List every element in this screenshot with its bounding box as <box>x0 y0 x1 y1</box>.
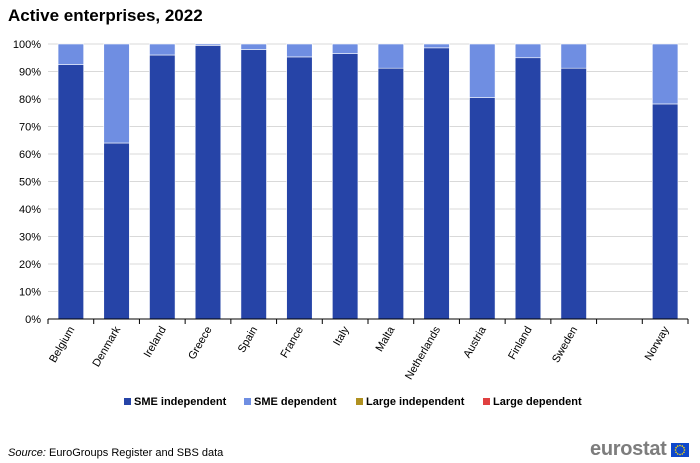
bar-segment <box>423 47 450 320</box>
bar-segment <box>194 45 222 320</box>
bar-segment <box>240 43 267 50</box>
logo-text: eurostat <box>590 438 667 460</box>
x-tick-label: Netherlands <box>403 324 443 382</box>
bar-segment <box>57 43 84 65</box>
bar-segment <box>240 49 267 320</box>
x-tick-label: Malta <box>374 324 398 354</box>
chart-title: Active enterprises, 2022 <box>8 6 203 25</box>
eurostat-logo: eurostat <box>590 438 689 461</box>
legend: SME independent SME dependent Large indepe… <box>124 396 582 408</box>
legend-swatch <box>124 398 131 405</box>
gridlines <box>48 43 688 292</box>
bar-segment <box>149 54 176 320</box>
y-tick-label: 40% <box>19 204 41 216</box>
bar-segment <box>560 67 587 320</box>
source-label: Source: <box>8 447 46 459</box>
y-tick-label: 90% <box>19 67 41 79</box>
x-tick-label: Ireland <box>142 325 169 360</box>
bar-segment <box>514 43 542 59</box>
bar-segment <box>332 53 359 320</box>
x-tick-label: Norway <box>643 324 672 363</box>
bar-segment <box>652 43 679 105</box>
legend-swatch <box>356 398 363 405</box>
bar-segment <box>57 64 84 320</box>
bar-segment <box>469 43 496 98</box>
bar-segment <box>652 103 679 320</box>
x-tick-label: Austria <box>461 324 489 360</box>
bar-segment <box>423 43 450 49</box>
x-tick-label: Spain <box>236 325 260 355</box>
bar-segment <box>560 43 587 69</box>
bar-segment <box>286 56 313 320</box>
bar-segment <box>103 43 130 144</box>
x-tick-label: Italy <box>331 324 352 348</box>
x-tick-label: Greece <box>186 325 214 362</box>
legend-swatch <box>244 398 251 405</box>
x-axis-ticks: Belgium Denmark Ireland Greece Spain France It… <box>47 318 689 382</box>
y-axis-ticks: 0% 10% 20% 30% 40% 50% 60% 70% 80% 90% 100% <box>13 39 41 326</box>
y-tick-label: 0% <box>25 314 41 326</box>
eu-flag-icon <box>670 442 689 457</box>
x-tick-label: Denmark <box>90 324 123 369</box>
bar-segment <box>286 43 313 58</box>
bar-segment <box>149 43 176 56</box>
y-tick-label: 70% <box>19 122 41 134</box>
bar-segment <box>103 142 130 320</box>
legend-swatch <box>483 398 490 405</box>
bar-segment <box>377 67 404 320</box>
x-tick-label: Sweden <box>550 325 580 365</box>
legend-label: SME dependent <box>254 396 337 408</box>
y-tick-label: 60% <box>19 149 41 161</box>
x-tick-label: Belgium <box>47 325 77 365</box>
bar-segment <box>469 97 496 320</box>
x-tick-label: Finland <box>506 325 534 362</box>
source-note: Source: EuroGroups Register and SBS data <box>8 447 223 459</box>
y-tick-label: 30% <box>19 232 41 244</box>
source-text: EuroGroups Register and SBS data <box>45 447 224 459</box>
bar-segment <box>194 43 222 46</box>
y-tick-label: 100% <box>13 39 41 51</box>
y-tick-label: 80% <box>19 94 41 106</box>
bars <box>57 43 679 320</box>
y-tick-label: 20% <box>19 259 41 271</box>
bar-segment <box>332 43 359 54</box>
legend-label: Large independent <box>366 396 465 408</box>
legend-label: SME independent <box>134 396 227 408</box>
legend-label: Large dependent <box>493 396 582 408</box>
stacked-bar-chart: 0% 10% 20% 30% 40% 50% 60% 70% 80% 90% 100% Belgiu… <box>13 39 689 408</box>
bar-segment <box>514 57 542 320</box>
y-tick-label: 10% <box>19 287 41 299</box>
bar-segment <box>377 43 404 69</box>
x-tick-label: France <box>279 325 307 361</box>
y-tick-label: 50% <box>19 177 41 189</box>
